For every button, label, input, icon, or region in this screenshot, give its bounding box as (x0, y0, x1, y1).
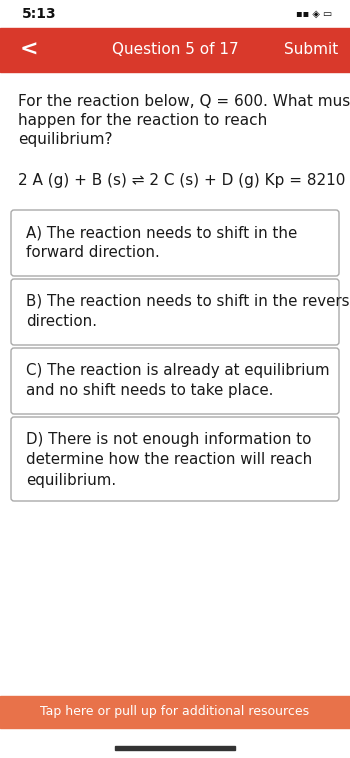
Text: For the reaction below, Q = 600. What must: For the reaction below, Q = 600. What mu… (18, 94, 350, 109)
Text: equilibrium?: equilibrium? (18, 132, 112, 147)
Bar (0, 696, 350, 728)
Text: D) There is not enough information to
determine how the reaction will reach
equi: D) There is not enough information to de… (26, 432, 312, 488)
Text: Question 5 of 17: Question 5 of 17 (112, 42, 238, 58)
Text: B) The reaction needs to shift in the reverse
direction.: B) The reaction needs to shift in the re… (26, 294, 350, 330)
FancyBboxPatch shape (11, 210, 339, 276)
Text: A) The reaction needs to shift in the
forward direction.: A) The reaction needs to shift in the fo… (26, 225, 297, 261)
Bar (115, 746, 235, 750)
Text: <: < (20, 40, 38, 60)
Text: ▪▪ ◈ ▭: ▪▪ ◈ ▭ (296, 9, 332, 19)
Bar (0, 0, 350, 28)
FancyBboxPatch shape (11, 348, 339, 414)
FancyBboxPatch shape (11, 417, 339, 501)
Text: 5:13: 5:13 (22, 7, 57, 21)
Text: Submit: Submit (284, 42, 338, 58)
Text: C) The reaction is already at equilibrium
and no shift needs to take place.: C) The reaction is already at equilibriu… (26, 363, 330, 399)
FancyBboxPatch shape (11, 279, 339, 345)
Text: Tap here or pull up for additional resources: Tap here or pull up for additional resou… (41, 706, 309, 719)
Text: 2 A (g) + B (s) ⇌ 2 C (s) + D (g) Kp = 8210: 2 A (g) + B (s) ⇌ 2 C (s) + D (g) Kp = 8… (18, 173, 345, 188)
Text: happen for the reaction to reach: happen for the reaction to reach (18, 113, 267, 128)
Bar (0, 28, 350, 72)
